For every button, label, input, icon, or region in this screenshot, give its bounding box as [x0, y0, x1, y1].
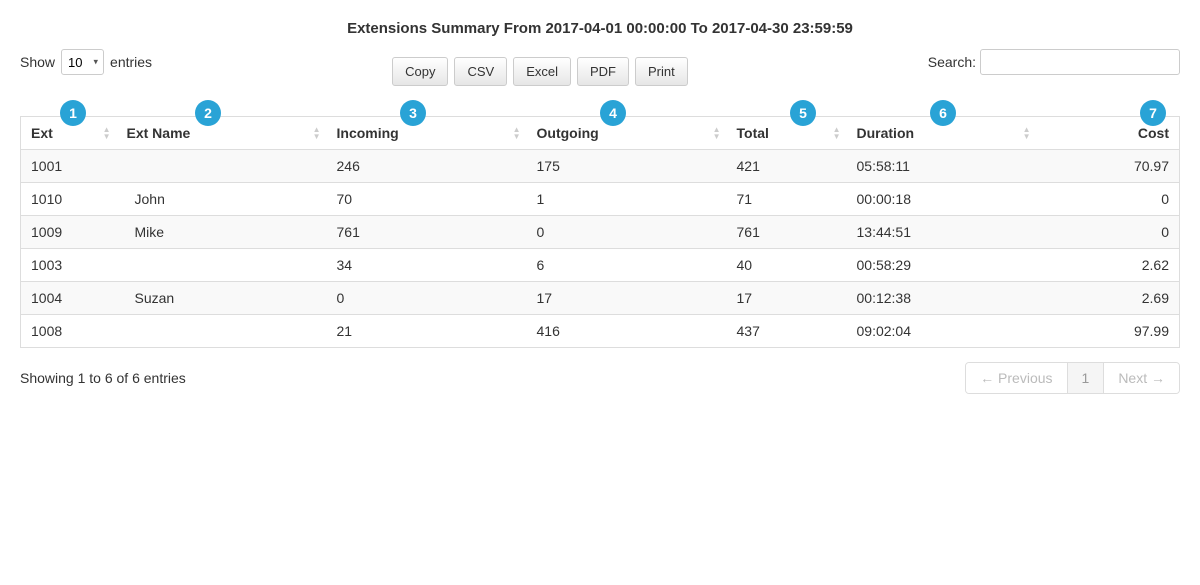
- prev-button[interactable]: ← Previous: [966, 363, 1066, 393]
- sort-icon: ▲▼: [103, 126, 111, 140]
- table-row: 1001 24617542105:58:1170.97: [21, 150, 1180, 183]
- print-button[interactable]: Print: [635, 57, 688, 86]
- page-title: Extensions Summary From 2017-04-01 00:00…: [20, 20, 1180, 37]
- cell-total: 437: [727, 315, 847, 348]
- table-row: 1010John7017100:00:180: [21, 183, 1180, 216]
- copy-button[interactable]: Copy: [392, 57, 448, 86]
- annotation-badge: 2: [195, 100, 221, 126]
- cell-incoming: 70: [327, 183, 527, 216]
- pagination: ← Previous 1 Next →: [965, 362, 1180, 394]
- cell-duration: 05:58:11: [847, 150, 1037, 183]
- cell-outgoing: 1: [527, 183, 727, 216]
- cell-outgoing: 0: [527, 216, 727, 249]
- show-label-pre: Show: [20, 54, 55, 70]
- cell-ext-name: [117, 249, 327, 282]
- table-row: 1003 3464000:58:292.62: [21, 249, 1180, 282]
- cell-total: 71: [727, 183, 847, 216]
- cell-total: 40: [727, 249, 847, 282]
- cell-outgoing: 6: [527, 249, 727, 282]
- cell-incoming: 34: [327, 249, 527, 282]
- sort-icon: ▲▼: [713, 126, 721, 140]
- cell-cost: 2.69: [1037, 282, 1180, 315]
- pdf-button[interactable]: PDF: [577, 57, 629, 86]
- page-1-button[interactable]: 1: [1067, 363, 1104, 393]
- cell-ext: 1010: [21, 183, 117, 216]
- cell-incoming: 246: [327, 150, 527, 183]
- search-input[interactable]: [980, 49, 1180, 75]
- excel-button[interactable]: Excel: [513, 57, 571, 86]
- cell-ext: 1003: [21, 249, 117, 282]
- cell-ext: 1001: [21, 150, 117, 183]
- export-buttons: Copy CSV Excel PDF Print: [392, 57, 688, 86]
- table-wrap: 1234567 Ext▲▼ Ext Name▲▼ Incoming▲▼ Outg…: [20, 116, 1180, 348]
- table-row: 1009Mike761076113:44:510: [21, 216, 1180, 249]
- show-label-post: entries: [110, 54, 152, 70]
- cell-duration: 13:44:51: [847, 216, 1037, 249]
- cell-cost: 0: [1037, 183, 1180, 216]
- col-header-total[interactable]: Total▲▼: [727, 117, 847, 150]
- col-header-incoming[interactable]: Incoming▲▼: [327, 117, 527, 150]
- cell-ext-name: Mike: [117, 216, 327, 249]
- cell-outgoing: 416: [527, 315, 727, 348]
- cell-duration: 00:58:29: [847, 249, 1037, 282]
- extensions-table: Ext▲▼ Ext Name▲▼ Incoming▲▼ Outgoing▲▼ T…: [20, 116, 1180, 348]
- cell-ext-name: [117, 315, 327, 348]
- sort-icon: ▲▼: [313, 126, 321, 140]
- cell-outgoing: 17: [527, 282, 727, 315]
- cell-ext-name: John: [117, 183, 327, 216]
- annotation-badge: 5: [790, 100, 816, 126]
- table-row: 1008 2141643709:02:0497.99: [21, 315, 1180, 348]
- cell-incoming: 0: [327, 282, 527, 315]
- sort-icon: ▲▼: [833, 126, 841, 140]
- cell-ext: 1009: [21, 216, 117, 249]
- search-control: Search:: [928, 49, 1180, 75]
- cell-cost: 97.99: [1037, 315, 1180, 348]
- cell-ext: 1004: [21, 282, 117, 315]
- annotation-badge: 3: [400, 100, 426, 126]
- controls-row: Show 10 entries Copy CSV Excel PDF Print…: [20, 49, 1180, 86]
- length-select-wrap: 10: [61, 49, 104, 75]
- cell-ext-name: [117, 150, 327, 183]
- cell-outgoing: 175: [527, 150, 727, 183]
- length-control: Show 10 entries: [20, 49, 152, 75]
- cell-duration: 09:02:04: [847, 315, 1037, 348]
- cell-duration: 00:00:18: [847, 183, 1037, 216]
- cell-ext: 1008: [21, 315, 117, 348]
- table-row: 1004Suzan0171700:12:382.69: [21, 282, 1180, 315]
- cell-incoming: 21: [327, 315, 527, 348]
- sort-icon: ▲▼: [513, 126, 521, 140]
- col-header-outgoing[interactable]: Outgoing▲▼: [527, 117, 727, 150]
- cell-total: 421: [727, 150, 847, 183]
- cell-incoming: 761: [327, 216, 527, 249]
- annotation-badge: 4: [600, 100, 626, 126]
- length-select[interactable]: 10: [61, 49, 104, 75]
- next-button[interactable]: Next →: [1103, 363, 1179, 393]
- cell-cost: 2.62: [1037, 249, 1180, 282]
- annotation-badge: 7: [1140, 100, 1166, 126]
- cell-total: 761: [727, 216, 847, 249]
- info-text: Showing 1 to 6 of 6 entries: [20, 370, 186, 386]
- cell-cost: 0: [1037, 216, 1180, 249]
- cell-cost: 70.97: [1037, 150, 1180, 183]
- table-footer: Showing 1 to 6 of 6 entries ← Previous 1…: [20, 362, 1180, 394]
- annotation-badge: 6: [930, 100, 956, 126]
- annotation-badge: 1: [60, 100, 86, 126]
- cell-duration: 00:12:38: [847, 282, 1037, 315]
- search-label: Search:: [928, 54, 976, 70]
- sort-icon: ▲▼: [1023, 126, 1031, 140]
- col-header-ext-name[interactable]: Ext Name▲▼: [117, 117, 327, 150]
- csv-button[interactable]: CSV: [454, 57, 507, 86]
- cell-ext-name: Suzan: [117, 282, 327, 315]
- cell-total: 17: [727, 282, 847, 315]
